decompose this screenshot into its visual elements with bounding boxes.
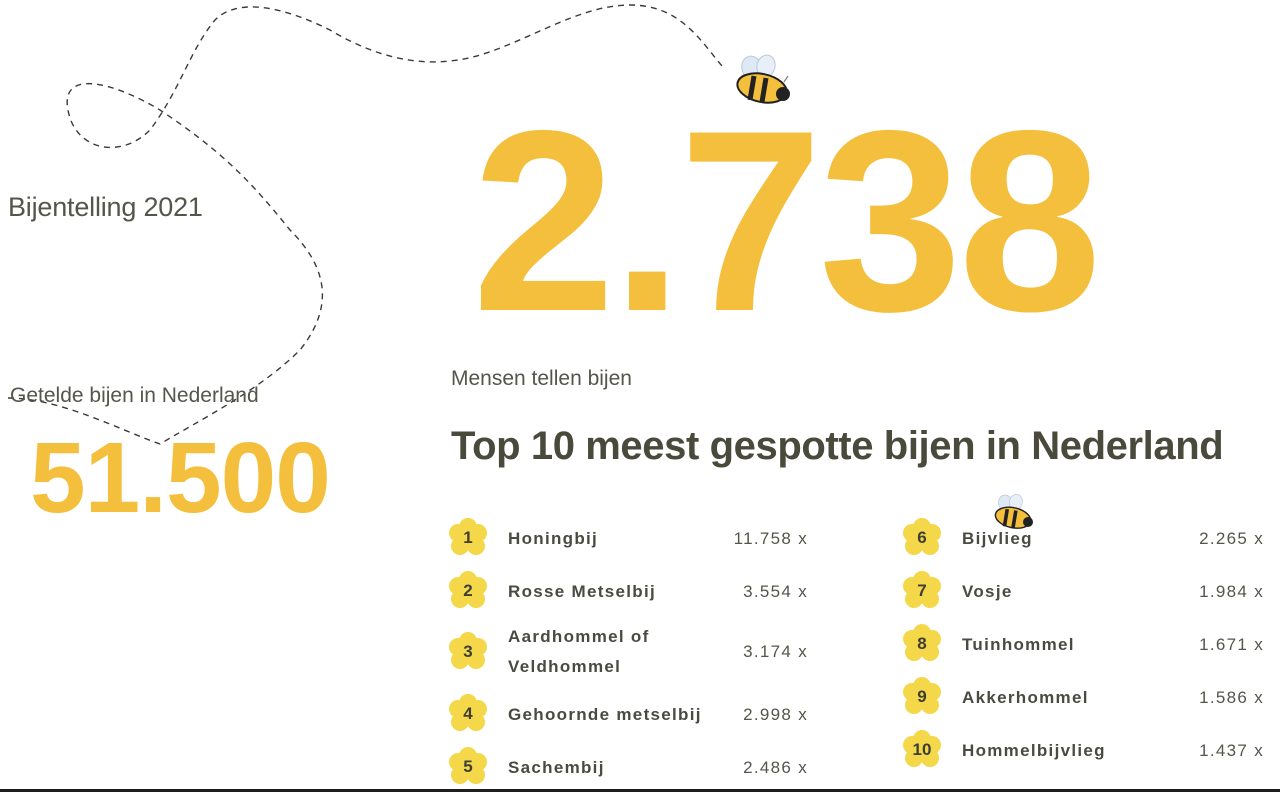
list-item: 1 Honingbij 11.758 x (448, 512, 828, 566)
list-item: 4 Gehoornde metselbij 2.998 x (448, 688, 828, 742)
rank-number: 1 (463, 528, 473, 547)
sighting-count: 1.437 x (1199, 741, 1264, 760)
rank-number: 8 (917, 634, 927, 653)
bee-species-name: Honingbij (508, 529, 599, 548)
list-item: 7 Vosje 1.984 x (902, 565, 1272, 619)
sighting-count: 1.984 x (1199, 582, 1264, 601)
flower-badge-icon: 9 (902, 677, 942, 717)
counted-bees-value: 51.500 (30, 422, 331, 534)
participants-label: Mensen tellen bijen (451, 367, 632, 390)
list-item: 6 Bijvlieg 2.265 x (902, 512, 1272, 566)
participants-count: 2.738 (472, 76, 1102, 365)
bee-species-name: Rosse Metselbij (508, 582, 656, 601)
bee-species-name: Vosje (962, 582, 1013, 601)
sighting-count: 1.586 x (1199, 688, 1264, 707)
bee-species-name: Hommelbijvlieg (962, 741, 1106, 760)
bee-species-name: Sachembij (508, 758, 605, 777)
rank-number: 7 (917, 581, 927, 600)
list-item: 5 Sachembij 2.486 x (448, 741, 828, 792)
bee-species-name: Gehoornde metselbij (508, 705, 702, 724)
sighting-count: 2.486 x (743, 758, 808, 777)
sighting-count: 2.998 x (743, 705, 808, 724)
sighting-count: 2.265 x (1199, 529, 1264, 548)
counted-bees-label: Getelde bijen in Nederland (10, 384, 259, 407)
list-item: 2 Rosse Metselbij 3.554 x (448, 565, 828, 619)
flower-badge-icon: 8 (902, 624, 942, 664)
rank-number: 5 (463, 757, 473, 776)
sighting-count: 1.671 x (1199, 635, 1264, 654)
rank-number: 6 (917, 528, 927, 547)
list-item: 10 Hommelbijvlieg 1.437 x (902, 724, 1272, 778)
list-item: 9 Akkerhommel 1.586 x (902, 671, 1272, 725)
sighting-count: 3.554 x (743, 582, 808, 601)
page-title: Bijentelling 2021 (8, 192, 203, 222)
flower-badge-icon: 4 (448, 694, 488, 734)
bee-icon (736, 54, 790, 104)
bee-species-name: Bijvlieg (962, 529, 1033, 548)
rank-number: 9 (917, 687, 927, 706)
flower-badge-icon: 5 (448, 747, 488, 787)
top10-heading: Top 10 meest gespotte bijen in Nederland (451, 424, 1224, 468)
bee-species-name: Akkerhommel (962, 688, 1089, 707)
bee-icon (994, 493, 1033, 529)
rank-number: 10 (912, 740, 932, 759)
rank-number: 2 (463, 581, 473, 600)
rank-number: 3 (463, 642, 473, 661)
flower-badge-icon: 6 (902, 518, 942, 558)
bee-species-name: Tuinhommel (962, 635, 1075, 654)
bee-species-name: Aardhommel of Veldhommel (508, 627, 650, 676)
sighting-count: 3.174 x (743, 642, 808, 661)
list-item: 8 Tuinhommel 1.671 x (902, 618, 1272, 672)
flower-badge-icon: 1 (448, 518, 488, 558)
flower-badge-icon: 3 (448, 632, 488, 672)
rank-number: 4 (463, 704, 473, 723)
bottom-divider (0, 789, 1280, 792)
flower-badge-icon: 7 (902, 571, 942, 611)
list-item: 3 Aardhommel of Veldhommel 3.174 x (448, 626, 828, 678)
flower-badge-icon: 10 (902, 730, 942, 770)
sighting-count: 11.758 x (733, 529, 808, 548)
flower-badge-icon: 2 (448, 571, 488, 611)
